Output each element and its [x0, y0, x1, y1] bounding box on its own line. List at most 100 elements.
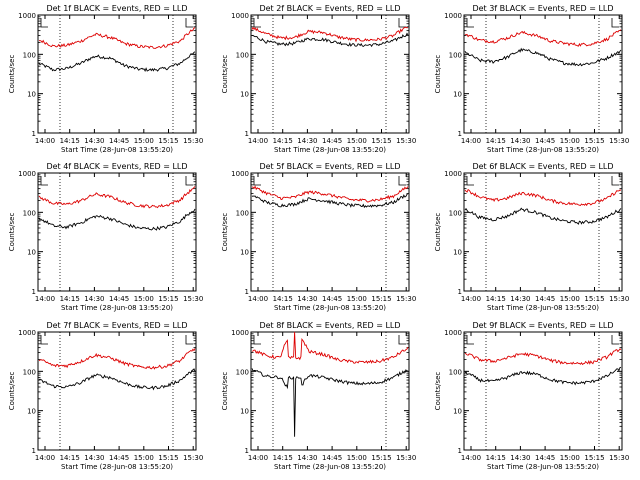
y-tick-label: 10 — [27, 91, 36, 99]
x-tick-label: 14:15 — [486, 295, 506, 303]
x-tick-label: 14:15 — [60, 137, 80, 145]
y-tick-label: 10 — [27, 408, 36, 416]
y-axis-label: Counts/sec — [434, 372, 442, 411]
y-tick-label: 1000 — [231, 329, 249, 337]
y-axis-label: Counts/sec — [8, 372, 16, 411]
y-tick-label: 10 — [240, 249, 249, 257]
y-tick-label: 1000 — [231, 170, 249, 178]
corner-marker — [253, 18, 261, 28]
plot-frame — [37, 331, 197, 451]
x-tick-label: 14:30 — [510, 137, 530, 145]
x-tick-label: 15:15 — [584, 454, 604, 462]
chart-title: Det 9f BLACK = Events, RED = LLD — [472, 321, 613, 330]
series-line-lld — [464, 348, 622, 366]
y-tick-label: 10 — [453, 91, 462, 99]
y-tick-label: 1 — [245, 130, 249, 138]
chart-title: Det 3f BLACK = Events, RED = LLD — [472, 4, 613, 13]
x-tick-label: 14:45 — [322, 295, 342, 303]
x-tick-label: 14:45 — [109, 454, 129, 462]
corner-marker — [466, 335, 474, 345]
x-axis-label: Start Time (28-Jun-08 13:55:20) — [61, 463, 173, 471]
x-axis-label: Start Time (28-Jun-08 13:55:20) — [274, 463, 386, 471]
y-tick-label: 1 — [458, 130, 462, 138]
y-tick-label: 1000 — [231, 12, 249, 20]
x-tick-label: 14:45 — [535, 454, 555, 462]
corner-marker — [611, 18, 619, 28]
series-line-lld — [251, 331, 409, 364]
x-tick-label: 14:45 — [322, 137, 342, 145]
chart-title: Det 8f BLACK = Events, RED = LLD — [259, 321, 400, 330]
corner-marker — [185, 335, 193, 345]
y-tick-label: 100 — [449, 368, 462, 376]
x-tick-label: 15:15 — [584, 137, 604, 145]
x-tick-label: 15:30 — [609, 454, 629, 462]
y-axis-label: Counts/sec — [8, 213, 16, 252]
y-tick-label: 1000 — [444, 12, 462, 20]
x-tick-label: 14:00 — [35, 454, 55, 462]
x-tick-label: 15:00 — [560, 295, 580, 303]
chart-panel-6: Det 6f BLACK = Events, RED = LLD 1 10 100 10… — [434, 162, 629, 312]
x-axis-label: Start Time (28-Jun-08 13:55:20) — [61, 304, 173, 312]
x-tick-label: 15:15 — [158, 295, 178, 303]
y-axis-label: Counts/sec — [434, 213, 442, 252]
chart-panel-2: Det 2f BLACK = Events, RED = LLD 1 10 100 10… — [221, 4, 416, 154]
x-tick-label: 15:15 — [371, 295, 391, 303]
x-tick-label: 15:30 — [609, 137, 629, 145]
y-tick-label: 1000 — [18, 329, 36, 337]
y-tick-label: 100 — [449, 51, 462, 59]
series-line-events — [38, 208, 196, 231]
y-tick-label: 1000 — [18, 12, 36, 20]
series-line-events — [38, 51, 196, 72]
x-tick-label: 15:15 — [158, 454, 178, 462]
plot-frame — [250, 331, 410, 451]
x-tick-label: 15:30 — [609, 295, 629, 303]
x-tick-label: 14:15 — [60, 295, 80, 303]
y-axis-label: Counts/sec — [434, 55, 442, 94]
y-tick-label: 1 — [458, 447, 462, 455]
x-tick-label: 14:45 — [322, 454, 342, 462]
x-tick-label: 15:30 — [183, 454, 203, 462]
x-tick-label: 15:00 — [347, 137, 367, 145]
corner-marker — [40, 18, 48, 28]
x-tick-label: 15:30 — [396, 137, 416, 145]
y-tick-label: 1 — [245, 288, 249, 296]
series-line-events — [38, 368, 196, 391]
series-line-events — [464, 47, 622, 67]
chart-title: Det 5f BLACK = Events, RED = LLD — [259, 162, 400, 171]
y-tick-label: 100 — [236, 368, 249, 376]
x-tick-label: 14:30 — [510, 454, 530, 462]
corner-marker — [466, 176, 474, 186]
x-tick-label: 15:00 — [134, 454, 154, 462]
series-line-lld — [38, 348, 196, 370]
x-axis-label: Start Time (28-Jun-08 13:55:20) — [487, 463, 599, 471]
x-tick-label: 15:15 — [158, 137, 178, 145]
series-line-lld — [251, 26, 409, 43]
corner-marker — [253, 335, 261, 345]
x-tick-label: 15:30 — [183, 295, 203, 303]
y-tick-label: 100 — [23, 209, 36, 217]
chart-panel-3: Det 3f BLACK = Events, RED = LLD 1 10 100 10… — [434, 4, 629, 154]
corner-marker — [185, 176, 193, 186]
x-tick-label: 14:45 — [109, 295, 129, 303]
x-axis-label: Start Time (28-Jun-08 13:55:20) — [274, 146, 386, 154]
x-axis-label: Start Time (28-Jun-08 13:55:20) — [487, 146, 599, 154]
x-tick-label: 14:15 — [273, 454, 293, 462]
series-line-lld — [38, 27, 196, 49]
y-axis-label: Counts/sec — [221, 55, 229, 94]
y-tick-label: 100 — [236, 51, 249, 59]
y-tick-label: 1 — [245, 447, 249, 455]
chart-panel-8: Det 8f BLACK = Events, RED = LLD 1 10 100 10… — [221, 321, 416, 471]
x-axis-label: Start Time (28-Jun-08 13:55:20) — [487, 304, 599, 312]
x-axis-label: Start Time (28-Jun-08 13:55:20) — [61, 146, 173, 154]
series-line-events — [464, 207, 622, 225]
plot-frame — [463, 331, 623, 451]
x-tick-label: 14:15 — [486, 137, 506, 145]
y-axis-label: Counts/sec — [221, 213, 229, 252]
x-tick-label: 14:30 — [297, 137, 317, 145]
chart-panel-1: Det 1f BLACK = Events, RED = LLD 1 10 100 10… — [8, 4, 203, 154]
y-tick-label: 10 — [240, 408, 249, 416]
x-tick-label: 15:15 — [584, 295, 604, 303]
y-tick-label: 100 — [236, 209, 249, 217]
x-tick-label: 14:15 — [273, 137, 293, 145]
